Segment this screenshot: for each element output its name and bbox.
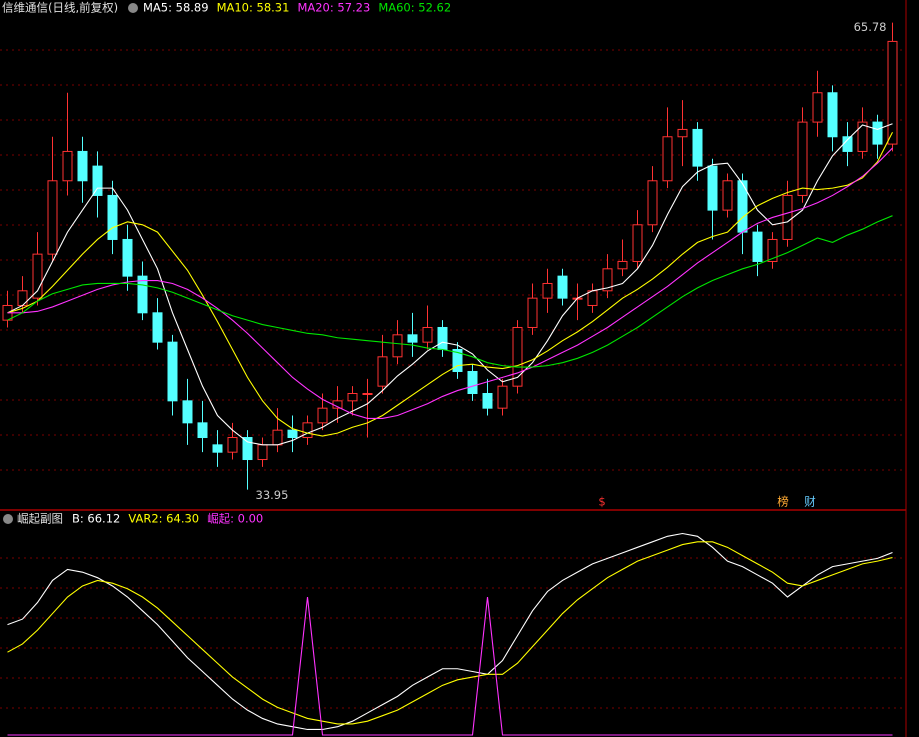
candle-body xyxy=(407,334,418,343)
ma-line xyxy=(7,147,893,419)
candle-body xyxy=(542,282,553,299)
candle-body xyxy=(497,385,508,409)
event-marker: 榜 xyxy=(777,495,789,509)
candle-body xyxy=(137,275,148,314)
candle-body xyxy=(317,407,328,424)
candle-body xyxy=(227,437,238,453)
candle-body xyxy=(467,370,478,395)
candle-body xyxy=(437,326,448,350)
candle-body xyxy=(617,260,628,270)
candle-body xyxy=(167,341,178,402)
candle-body xyxy=(677,128,688,138)
candle-body xyxy=(77,150,88,182)
candle-body xyxy=(392,334,403,358)
candle-body xyxy=(887,40,898,145)
legend-entry: 崛起: 0.00 xyxy=(207,512,263,526)
candle-body xyxy=(197,422,208,439)
ma-line xyxy=(7,215,893,368)
candle-body xyxy=(587,290,598,306)
candle-body xyxy=(767,238,778,262)
collapse-icon[interactable] xyxy=(3,514,13,524)
candle-body xyxy=(527,297,538,328)
candle-body xyxy=(512,326,523,387)
legend-entry: MA60: 52.62 xyxy=(378,1,451,15)
candle-body xyxy=(827,92,838,138)
legend-entry: MA10: 58.31 xyxy=(217,1,290,15)
candle-body xyxy=(182,400,193,424)
candle-body xyxy=(257,444,268,461)
candle-body xyxy=(302,422,313,439)
indicator-line xyxy=(7,541,893,725)
candle-body xyxy=(782,194,793,240)
ma-line xyxy=(7,131,893,437)
candle-body xyxy=(152,312,163,343)
candle-body xyxy=(362,393,373,396)
chart-title: 信维通信(日线,前复权) xyxy=(2,1,118,15)
candle-body xyxy=(47,180,58,255)
candle-body xyxy=(632,224,643,262)
legend-entry: MA5: 58.89 xyxy=(143,1,209,15)
candle-body xyxy=(452,348,463,372)
event-marker: 财 xyxy=(804,495,816,509)
candle-body xyxy=(557,275,568,299)
legend-entry: B: 66.12 xyxy=(72,512,120,526)
event-marker: $ xyxy=(598,495,605,509)
candle-body xyxy=(752,231,763,262)
legend-entry: MA20: 57.23 xyxy=(297,1,370,15)
legend-entry: VAR2: 64.30 xyxy=(128,512,199,526)
candle-body xyxy=(482,393,493,409)
candle-body xyxy=(107,194,118,240)
ma-line xyxy=(7,123,893,446)
candle-body xyxy=(722,180,733,211)
candle-body xyxy=(212,444,223,453)
candle-body xyxy=(242,437,253,461)
candle-body xyxy=(692,128,703,167)
indicator-line xyxy=(7,596,893,736)
candle-body xyxy=(422,326,433,343)
collapse-icon[interactable] xyxy=(128,3,138,13)
candle-body xyxy=(347,393,358,402)
candle-body xyxy=(857,121,868,152)
candle-body xyxy=(812,92,823,123)
max-price-label: 65.78 xyxy=(854,20,887,34)
candle-body xyxy=(872,121,883,145)
candle-body xyxy=(92,165,103,196)
candle-body xyxy=(377,356,388,387)
candle-body xyxy=(62,150,73,182)
candle-body xyxy=(602,268,613,292)
candle-body xyxy=(662,136,673,182)
sub-chart-title: 崛起副图 xyxy=(17,512,63,526)
indicator-line xyxy=(7,532,893,731)
candle-body xyxy=(797,121,808,196)
candle-body xyxy=(32,253,43,299)
candle-body xyxy=(122,238,133,277)
candle-body xyxy=(647,180,658,226)
candle-body xyxy=(17,290,28,306)
candle-body xyxy=(272,429,283,446)
candle-body xyxy=(707,165,718,211)
min-price-label: 33.95 xyxy=(256,488,289,502)
candle-body xyxy=(287,429,298,439)
